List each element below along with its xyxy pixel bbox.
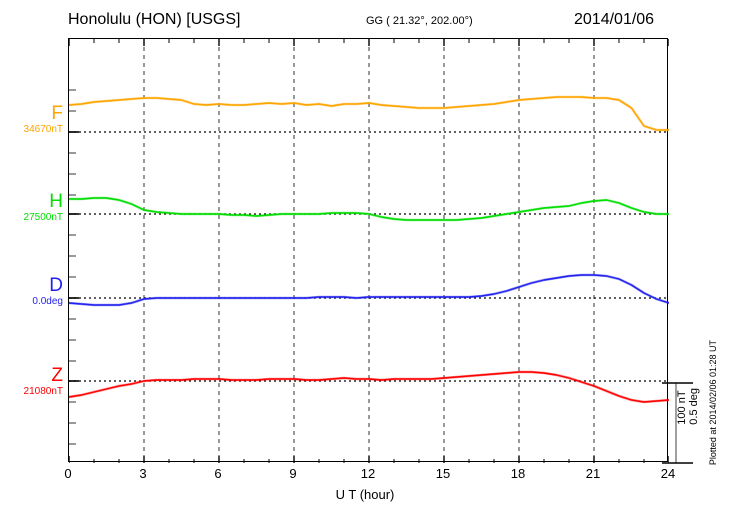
observation-date: 2014/01/06	[574, 11, 655, 28]
scale-bar-icon	[662, 382, 693, 464]
scale-bar-nt: 100 nT	[676, 390, 688, 425]
component-label-d: D 0.0deg	[0, 276, 63, 308]
x-tick-15: 15	[435, 466, 451, 481]
scale-bar-label: 100 nT 0.5 deg	[676, 388, 700, 425]
component-name-f: F	[51, 103, 63, 124]
magnetogram-traces	[69, 39, 669, 463]
scale-bar-deg: 0.5 deg	[688, 388, 700, 425]
x-tick-18: 18	[510, 466, 526, 481]
plotted-at-timestamp: Plotted at 2014/02/06 01:28 UT	[708, 340, 718, 466]
magnetogram-plot-area	[68, 38, 669, 463]
x-tick-6: 6	[214, 466, 222, 481]
x-tick-24: 24	[660, 466, 676, 481]
component-name-d: D	[49, 275, 63, 296]
trace-Z	[69, 371, 669, 403]
x-tick-21: 21	[585, 466, 601, 481]
component-label-z: Z 21080nT	[0, 366, 63, 398]
x-axis-label: U T (hour)	[335, 487, 395, 502]
x-tick-12: 12	[360, 466, 376, 481]
component-baseline-z: 21080nT	[23, 386, 63, 397]
trace-F	[69, 96, 669, 131]
component-label-h: H 27500nT	[0, 192, 63, 224]
page-title: Honolulu (HON) [USGS]	[68, 11, 241, 28]
trace-D	[69, 274, 669, 306]
component-baseline-f: 34670nT	[23, 124, 63, 135]
component-name-h: H	[49, 191, 63, 212]
component-baseline-d: 0.0deg	[32, 296, 63, 307]
trace-H	[69, 197, 669, 221]
component-baseline-h: 27500nT	[23, 212, 63, 223]
x-tick-3: 3	[139, 466, 147, 481]
x-tick-9: 9	[289, 466, 297, 481]
geographic-coordinates: GG ( 21.32°, 202.00°)	[366, 15, 473, 27]
component-name-z: Z	[51, 365, 63, 386]
x-tick-0: 0	[64, 466, 72, 481]
component-label-f: F 34670nT	[0, 104, 63, 136]
